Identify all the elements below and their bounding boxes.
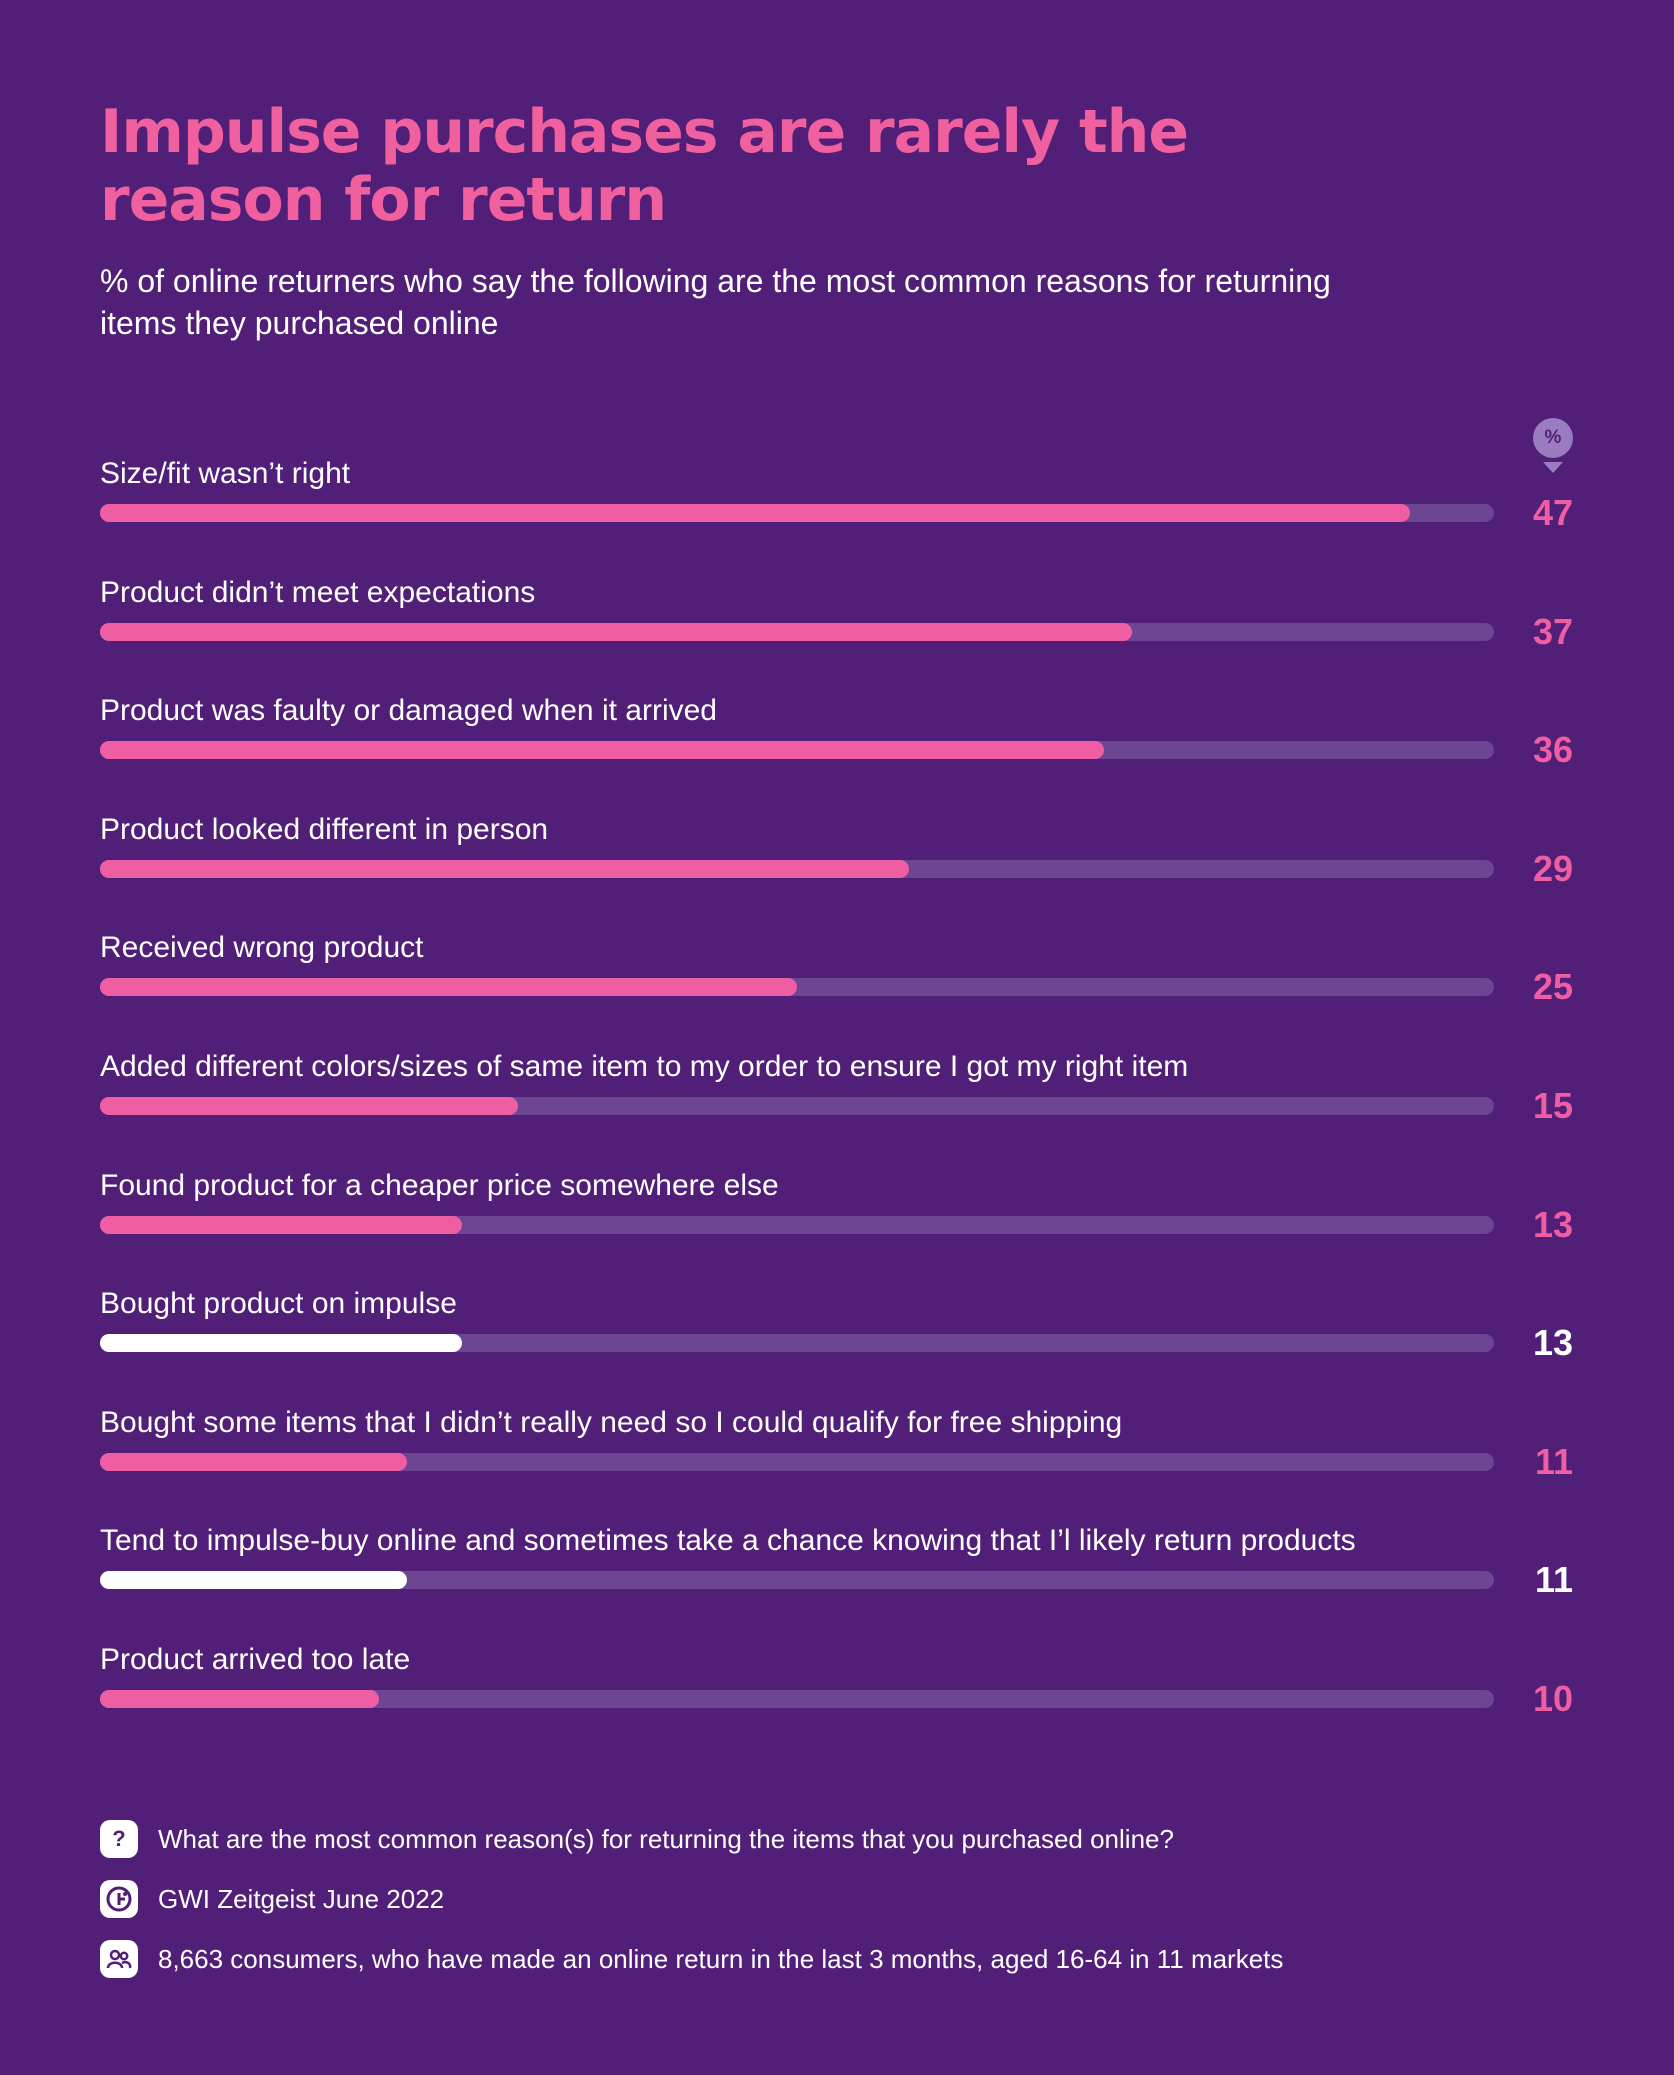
bar-track [100, 504, 1494, 522]
bar-label: Product didn’t meet expectations [100, 576, 536, 609]
footnote-question: ? What are the most common reason(s) for… [100, 1820, 1600, 1858]
bar [100, 1571, 407, 1589]
bar-row: Added different colors/sizes of same ite… [100, 1049, 1580, 1149]
bar-row: Product was faulty or damaged when it ar… [100, 693, 1580, 793]
bar-row: Product didn’t meet expectations 37 [100, 575, 1580, 675]
gwi-logo-icon [100, 1880, 138, 1918]
bar [100, 504, 1411, 522]
bar [100, 623, 1132, 641]
bar-label: Received wrong product [100, 931, 424, 964]
question-icon: ? [100, 1820, 138, 1858]
bar [100, 860, 909, 878]
bar-track [100, 1097, 1494, 1115]
bar-label: Product arrived too late [100, 1643, 411, 1676]
bar-label: Tend to impulse-buy online and sometimes… [100, 1524, 1356, 1557]
question-text: What are the most common reason(s) for r… [158, 1824, 1174, 1854]
bar-track [100, 623, 1494, 641]
chart-subtitle: % of online returners who say the follow… [100, 263, 1331, 341]
bar-track [100, 1571, 1494, 1589]
bar-track [100, 741, 1494, 759]
footnote-source: GWI Zeitgeist June 2022 [100, 1880, 1600, 1918]
chart-title: Impulse purchases are rarely the reason … [100, 97, 1189, 235]
bar-value-label: 10 [1532, 1678, 1573, 1719]
bar-label: Bought some items that I didn’t really n… [100, 1406, 1123, 1439]
bar-row: Bought product on impulse 13 [100, 1286, 1580, 1386]
percent-badge-icon: % [1533, 418, 1573, 473]
bar-value-label: 47 [1532, 492, 1573, 533]
bar-row: Size/fit wasn’t right 47 [100, 456, 1580, 556]
bar-row: Received wrong product 25 [100, 930, 1580, 1030]
bar-label: Size/fit wasn’t right [100, 457, 351, 490]
sample-text: 8,663 consumers, who have made an online… [158, 1944, 1284, 1974]
bar-row: Product looked different in person 29 [100, 812, 1580, 912]
bar [100, 741, 1104, 759]
bar-row: Found product for a cheaper price somewh… [100, 1168, 1580, 1268]
bar-label: Bought product on impulse [100, 1287, 457, 1320]
bar-value-label: 13 [1532, 1322, 1573, 1363]
bar-row: Tend to impulse-buy online and sometimes… [100, 1523, 1580, 1623]
bar-label: Product was faulty or damaged when it ar… [100, 694, 717, 727]
people-icon [100, 1940, 138, 1978]
bar-value-label: 36 [1532, 729, 1573, 770]
bar [100, 978, 797, 996]
bar [100, 1690, 379, 1708]
bar [100, 1216, 463, 1234]
bar-value-label: 11 [1534, 1559, 1573, 1600]
bar-track [100, 1453, 1494, 1471]
bar-label: Added different colors/sizes of same ite… [100, 1050, 1189, 1083]
bar-chart: Size/fit wasn’t right 47 Product didn’t me… [100, 456, 1580, 1742]
bar-track [100, 1334, 1494, 1352]
bar-row: Bought some items that I didn’t really n… [100, 1405, 1580, 1505]
bar-value-label: 13 [1532, 1204, 1573, 1245]
bar-track [100, 860, 1494, 878]
bar-label: Found product for a cheaper price somewh… [100, 1169, 779, 1202]
bar-value-label: 15 [1532, 1085, 1573, 1126]
bar-value-label: 29 [1532, 848, 1573, 889]
bar [100, 1453, 407, 1471]
bar-label: Product looked different in person [100, 813, 549, 846]
footnote-sample: 8,663 consumers, who have made an online… [100, 1940, 1600, 1978]
bar-value-label: 11 [1534, 1441, 1573, 1482]
bar-track [100, 1216, 1494, 1234]
source-text: GWI Zeitgeist June 2022 [158, 1884, 445, 1914]
bar-value-label: 37 [1532, 611, 1573, 652]
bar-track [100, 1690, 1494, 1708]
bar-track [100, 978, 1494, 996]
bar-value-label: 25 [1532, 966, 1573, 1007]
bar [100, 1097, 519, 1115]
bar [100, 1334, 463, 1352]
bar-row: Product arrived too late 10 [100, 1642, 1580, 1742]
